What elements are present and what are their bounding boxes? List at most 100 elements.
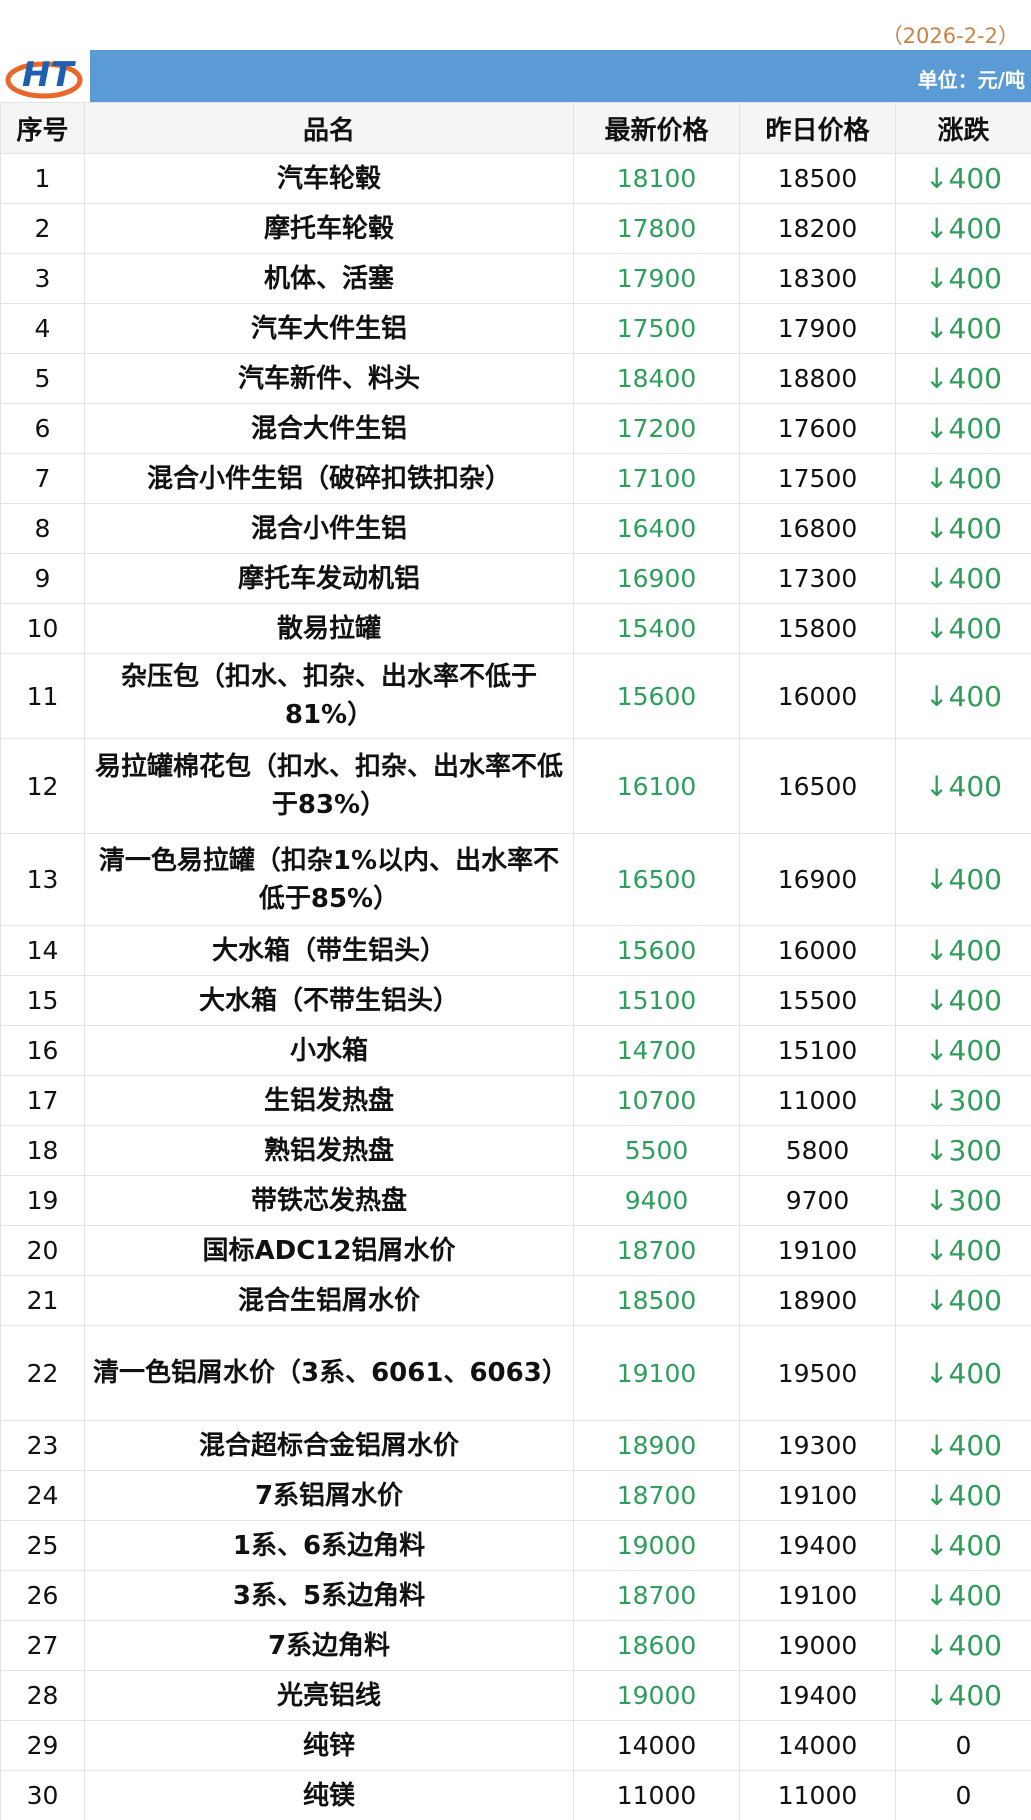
previous-price: 17300: [739, 553, 896, 604]
row-number: 13: [0, 833, 85, 926]
previous-price: 19400: [739, 1670, 896, 1721]
latest-price: 19000: [573, 1520, 740, 1571]
table-row: 17 生铝发热盘 10700 11000 ↓300: [0, 1075, 1031, 1126]
table-row: 26 3系、5系边角料 18700 19100 ↓400: [0, 1570, 1031, 1621]
row-number: 1: [0, 153, 85, 204]
row-number: 27: [0, 1620, 85, 1671]
latest-price: 16100: [573, 738, 740, 834]
table-row: 18 熟铝发热盘 5500 5800 ↓300: [0, 1125, 1031, 1176]
col-name: 品名: [84, 102, 574, 154]
item-name: 混合大件生铝: [84, 403, 574, 454]
latest-price: 18700: [573, 1470, 740, 1521]
latest-price: 16500: [573, 833, 740, 926]
row-number: 22: [0, 1325, 85, 1421]
price-change: ↓400: [895, 1470, 1031, 1521]
price-change: ↓400: [895, 738, 1031, 834]
row-number: 30: [0, 1770, 85, 1820]
item-name: 汽车轮毂: [84, 153, 574, 204]
previous-price: 19300: [739, 1420, 896, 1471]
row-number: 12: [0, 738, 85, 834]
row-number: 8: [0, 503, 85, 554]
item-name: 清一色易拉罐（扣杂1%以内、出水率不低于85%）: [84, 833, 574, 926]
price-change: ↓300: [895, 1175, 1031, 1226]
price-change: ↓400: [895, 203, 1031, 254]
price-change: ↓400: [895, 553, 1031, 604]
item-name: 混合小件生铝: [84, 503, 574, 554]
price-change: ↓400: [895, 1225, 1031, 1276]
table-row: 20 国标ADC12铝屑水价 18700 19100 ↓400: [0, 1225, 1031, 1276]
table-row: 12 易拉罐棉花包（扣水、扣杂、出水率不低于83%） 16100 16500 ↓400: [0, 738, 1031, 834]
item-name: 摩托车轮毂: [84, 203, 574, 254]
latest-price: 15400: [573, 603, 740, 654]
row-number: 11: [0, 653, 85, 739]
table-header: 序号 品名 最新价格 昨日价格 涨跌: [0, 102, 1031, 154]
price-change: ↓400: [895, 453, 1031, 504]
previous-price: 18900: [739, 1275, 896, 1326]
previous-price: 18200: [739, 203, 896, 254]
item-name: 带铁芯发热盘: [84, 1175, 574, 1226]
price-change: ↓400: [895, 153, 1031, 204]
table-row: 21 混合生铝屑水价 18500 18900 ↓400: [0, 1275, 1031, 1326]
price-change: ↓400: [895, 1620, 1031, 1671]
row-number: 26: [0, 1570, 85, 1621]
item-name: 易拉罐棉花包（扣水、扣杂、出水率不低于83%）: [84, 738, 574, 834]
latest-price: 9400: [573, 1175, 740, 1226]
latest-price: 16400: [573, 503, 740, 554]
latest-price: 18500: [573, 1275, 740, 1326]
item-name: 小水箱: [84, 1025, 574, 1076]
previous-price: 16500: [739, 738, 896, 834]
price-change: ↓300: [895, 1125, 1031, 1176]
previous-price: 16000: [739, 653, 896, 739]
price-change: ↓400: [895, 1025, 1031, 1076]
row-number: 10: [0, 603, 85, 654]
previous-price: 19100: [739, 1470, 896, 1521]
previous-price: 19100: [739, 1225, 896, 1276]
row-number: 5: [0, 353, 85, 404]
previous-price: 19100: [739, 1570, 896, 1621]
table-row: 23 混合超标合金铝屑水价 18900 19300 ↓400: [0, 1420, 1031, 1471]
row-number: 15: [0, 975, 85, 1026]
row-number: 7: [0, 453, 85, 504]
price-change: ↓400: [895, 1325, 1031, 1421]
latest-price: 18400: [573, 353, 740, 404]
item-name: 熟铝发热盘: [84, 1125, 574, 1176]
header-band: 单位：元/吨: [90, 50, 1031, 102]
item-name: 光亮铝线: [84, 1670, 574, 1721]
item-name: 散易拉罐: [84, 603, 574, 654]
latest-price: 17100: [573, 453, 740, 504]
table-row: 2 摩托车轮毂 17800 18200 ↓400: [0, 203, 1031, 254]
item-name: 混合小件生铝（破碎扣铁扣杂）: [84, 453, 574, 504]
table-row: 10 散易拉罐 15400 15800 ↓400: [0, 603, 1031, 654]
item-name: 7系铝屑水价: [84, 1470, 574, 1521]
item-name: 混合生铝屑水价: [84, 1275, 574, 1326]
table-row: 22 清一色铝屑水价（3系、6061、6063） 19100 19500 ↓400: [0, 1325, 1031, 1421]
price-change: ↓400: [895, 1570, 1031, 1621]
table-row: 27 7系边角料 18600 19000 ↓400: [0, 1620, 1031, 1671]
previous-price: 17500: [739, 453, 896, 504]
item-name: 3系、5系边角料: [84, 1570, 574, 1621]
price-change: ↓400: [895, 653, 1031, 739]
latest-price: 14700: [573, 1025, 740, 1076]
previous-price: 19500: [739, 1325, 896, 1421]
table-row: 13 清一色易拉罐（扣杂1%以内、出水率不低于85%） 16500 16900 ↓400: [0, 833, 1031, 926]
previous-price: 18800: [739, 353, 896, 404]
item-name: 大水箱（带生铝头）: [84, 925, 574, 976]
row-number: 29: [0, 1720, 85, 1771]
price-change: ↓400: [895, 503, 1031, 554]
item-name: 汽车新件、料头: [84, 353, 574, 404]
col-change: 涨跌: [895, 102, 1031, 154]
row-number: 2: [0, 203, 85, 254]
ht-logo-icon: HT: [5, 55, 83, 99]
table-row: 9 摩托车发动机铝 16900 17300 ↓400: [0, 553, 1031, 604]
table-row: 6 混合大件生铝 17200 17600 ↓400: [0, 403, 1031, 454]
latest-price: 15600: [573, 925, 740, 976]
row-number: 3: [0, 253, 85, 304]
previous-price: 18300: [739, 253, 896, 304]
latest-price: 14000: [573, 1720, 740, 1771]
table-row: 15 大水箱（不带生铝头） 15100 15500 ↓400: [0, 975, 1031, 1026]
unit-label: 单位：元/吨: [917, 68, 1025, 92]
price-change: ↓400: [895, 925, 1031, 976]
previous-price: 18500: [739, 153, 896, 204]
item-name: 大水箱（不带生铝头）: [84, 975, 574, 1026]
